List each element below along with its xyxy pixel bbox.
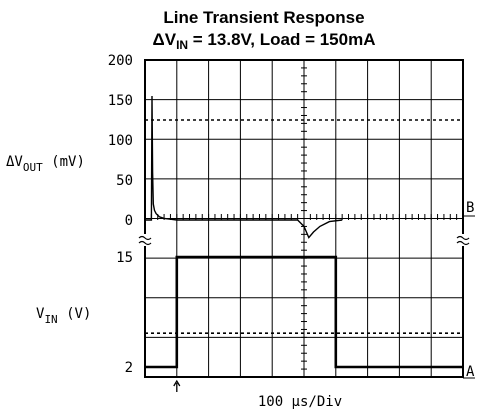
marker-b: B [466,200,474,216]
lower-y-label-sub: IN [44,313,57,326]
upper-ytick-label: 200 [108,53,133,69]
chart-title: Line Transient Response [163,8,364,27]
marker-a: A [466,364,475,380]
axis-break-mark [456,235,470,246]
x-axis-label: 100 μs/Div [258,394,342,410]
upper-ytick-label: 50 [116,173,133,189]
subtitle-rest: = 13.8V, Load = 150mA [188,30,375,49]
upper-series-line [145,95,343,239]
series-layer [145,95,463,369]
lower-series-line [145,255,463,369]
upper-y-label-sub: OUT [23,161,43,174]
trigger-arrow [173,379,181,392]
frame-layer [138,59,475,392]
lower-y-label: VIN (V) [36,306,91,326]
upper-y-label-main: ΔV [6,154,23,170]
upper-ytick-label: 150 [108,93,133,109]
lower-ytick-label: 15 [116,250,133,266]
axis-break-mask [458,234,468,246]
upper-ytick-label: 0 [125,213,133,229]
axis-break-mask [140,234,150,246]
lower-ytick-label: 2 [125,360,133,376]
y-tick-labels: 200 150 100 50 0 15 2 [108,53,133,376]
subtitle-prefix: ΔV [153,30,177,49]
subtitle-sub: IN [176,38,188,52]
lower-y-label-main: V [36,306,45,322]
grid-layer [144,59,464,378]
upper-ytick-label: 100 [108,133,133,149]
upper-y-label-rest: (mV) [43,154,85,170]
lower-y-label-rest: (V) [58,306,92,322]
upper-y-label: ΔVOUT (mV) [6,154,85,174]
chart-subtitle: ΔVIN = 13.8V, Load = 150mA [153,30,376,52]
plot-frame [144,59,464,378]
axis-break-mark [138,235,152,246]
